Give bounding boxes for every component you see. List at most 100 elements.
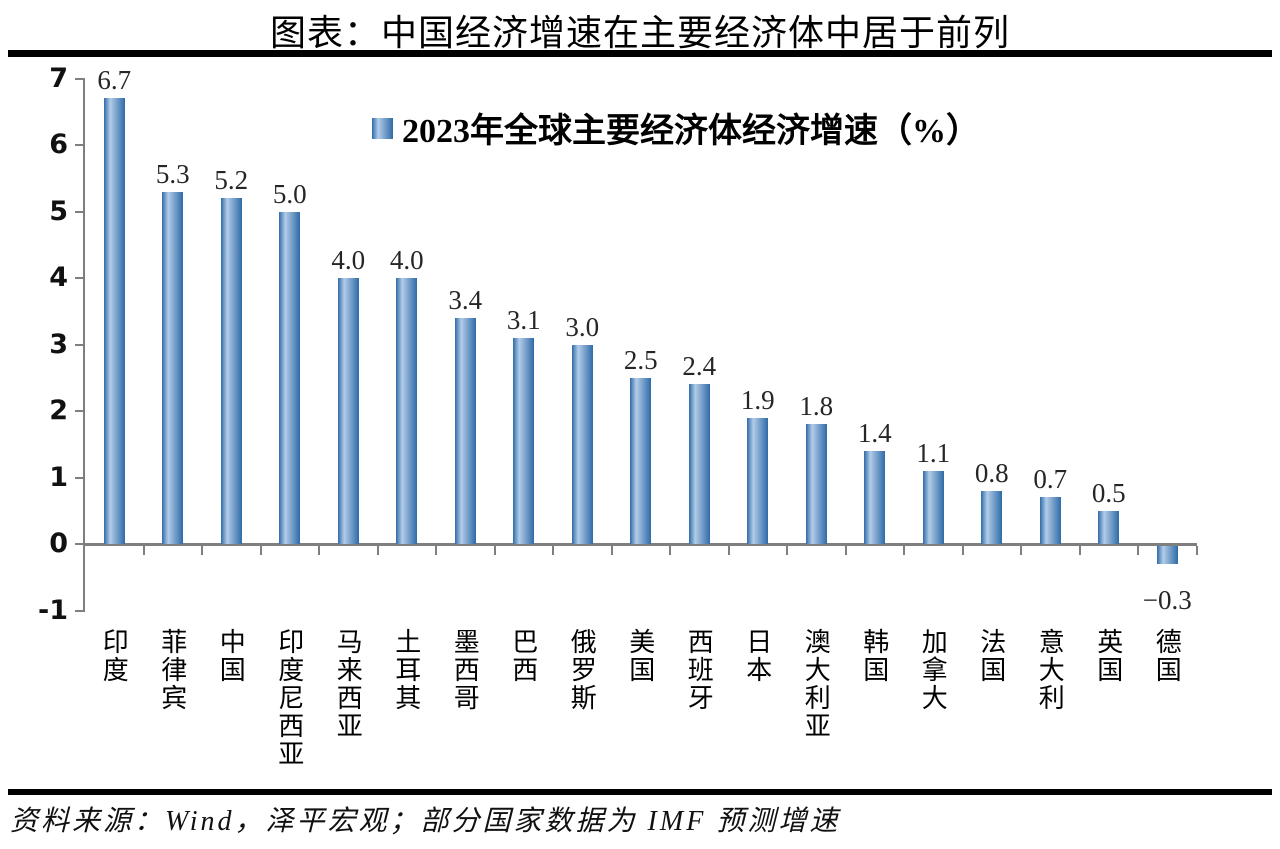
bar <box>630 377 652 544</box>
x-tick <box>259 546 262 555</box>
x-tick <box>610 546 613 555</box>
category-label: 菲律宾 <box>157 628 187 712</box>
bar <box>864 450 886 544</box>
x-tick <box>552 546 554 555</box>
bar <box>396 278 418 544</box>
x-tick <box>1195 546 1198 555</box>
x-tick <box>435 546 437 555</box>
category-label: 法国 <box>976 628 1006 684</box>
y-tick-label: 3 <box>49 328 68 360</box>
top-divider <box>8 50 1272 57</box>
category-label: 土耳其 <box>391 628 421 712</box>
bar-value-label: 0.7 <box>1033 464 1068 495</box>
bar-value-label: 1.9 <box>740 384 775 415</box>
y-tick-label: 7 <box>49 62 68 94</box>
y-tick <box>75 609 85 612</box>
category-label: 澳大利亚 <box>801 628 831 740</box>
bar <box>220 198 242 544</box>
y-tick-label: 6 <box>49 129 68 160</box>
bar <box>1039 497 1061 544</box>
x-tick <box>1137 546 1139 555</box>
bottom-divider <box>8 789 1272 795</box>
bar-value-label: 5.0 <box>272 178 307 209</box>
category-label: 墨西哥 <box>450 628 480 712</box>
page-title: 图表：中国经济增速在主要经济体中居于前列 <box>269 13 1010 53</box>
bar <box>513 337 535 544</box>
y-tick-label: 0 <box>49 528 68 559</box>
x-axis-line <box>85 543 1197 546</box>
y-tick <box>75 343 85 346</box>
y-tick <box>75 144 85 146</box>
category-label: 俄罗斯 <box>567 628 597 712</box>
bar-value-label: 3.4 <box>448 284 483 315</box>
y-tick <box>75 277 85 279</box>
bar <box>747 417 769 544</box>
bar <box>805 424 827 544</box>
category-label: 日本 <box>742 628 772 684</box>
bar <box>688 384 710 544</box>
y-tick <box>75 210 85 213</box>
category-label: 德国 <box>1152 628 1182 684</box>
bar <box>279 211 301 544</box>
bar <box>981 490 1003 544</box>
bar <box>103 98 125 544</box>
category-label: 意大利 <box>1035 628 1065 712</box>
x-tick <box>1020 546 1022 555</box>
y-tick-label: -1 <box>38 594 68 626</box>
y-tick-label: 5 <box>49 195 68 227</box>
bar <box>337 278 359 544</box>
legend-label: 2023年全球主要经济体经济增速（%） <box>402 113 980 150</box>
bar <box>1156 546 1178 564</box>
bar <box>454 317 476 544</box>
bar-value-label: 2.5 <box>623 344 658 375</box>
x-tick <box>142 546 145 555</box>
x-tick <box>961 546 964 555</box>
category-label: 美国 <box>625 628 655 684</box>
category-label: 西班牙 <box>684 628 714 712</box>
bar <box>1098 510 1120 544</box>
bar <box>571 344 593 544</box>
y-tick <box>75 410 85 412</box>
source-note: 资料来源：Wind，泽平宏观；部分国家数据为 IMF 预测增速 <box>10 806 841 837</box>
bar-value-label: 5.3 <box>155 158 190 189</box>
category-label: 印度尼西亚 <box>274 628 304 768</box>
bar-value-label: 1.8 <box>799 391 834 422</box>
category-label: 中国 <box>216 628 246 684</box>
x-tick <box>727 546 730 555</box>
bar-value-label: 2.4 <box>682 351 717 382</box>
x-tick <box>493 546 496 555</box>
category-label: 马来西亚 <box>333 628 363 740</box>
x-tick <box>318 546 320 555</box>
bar-value-label: 3.0 <box>565 311 600 342</box>
bar-value-label: 1.4 <box>857 417 892 448</box>
bar-value-label: 0.5 <box>1091 477 1126 508</box>
y-tick-label: 2 <box>49 395 68 426</box>
y-tick <box>75 77 85 80</box>
bar-value-label: 1.1 <box>916 437 951 468</box>
x-tick <box>201 546 203 555</box>
category-label: 英国 <box>1093 628 1123 684</box>
bar-value-label: 4.0 <box>389 245 424 275</box>
bar <box>922 470 944 544</box>
category-label: 印度 <box>99 628 129 684</box>
bar-value-label: 0.8 <box>974 457 1009 488</box>
x-tick <box>844 546 847 555</box>
bar <box>162 191 184 544</box>
category-label: 巴西 <box>508 628 538 684</box>
bar-value-label: −0.3 <box>1142 584 1192 615</box>
x-tick <box>376 546 379 555</box>
category-label: 韩国 <box>859 628 889 684</box>
x-tick <box>786 546 788 555</box>
legend-marker-icon <box>372 118 393 139</box>
y-tick-label: 1 <box>49 461 68 493</box>
bar-value-label: 4.0 <box>331 245 366 275</box>
bar-value-label: 6.7 <box>97 65 132 96</box>
y-tick <box>75 476 85 479</box>
bar-value-label: 5.2 <box>214 165 249 196</box>
y-tick <box>75 543 85 545</box>
chart-legend: 2023年全球主要经济体经济增速（%） <box>372 103 980 152</box>
x-tick <box>669 546 671 555</box>
x-tick <box>1078 546 1081 555</box>
